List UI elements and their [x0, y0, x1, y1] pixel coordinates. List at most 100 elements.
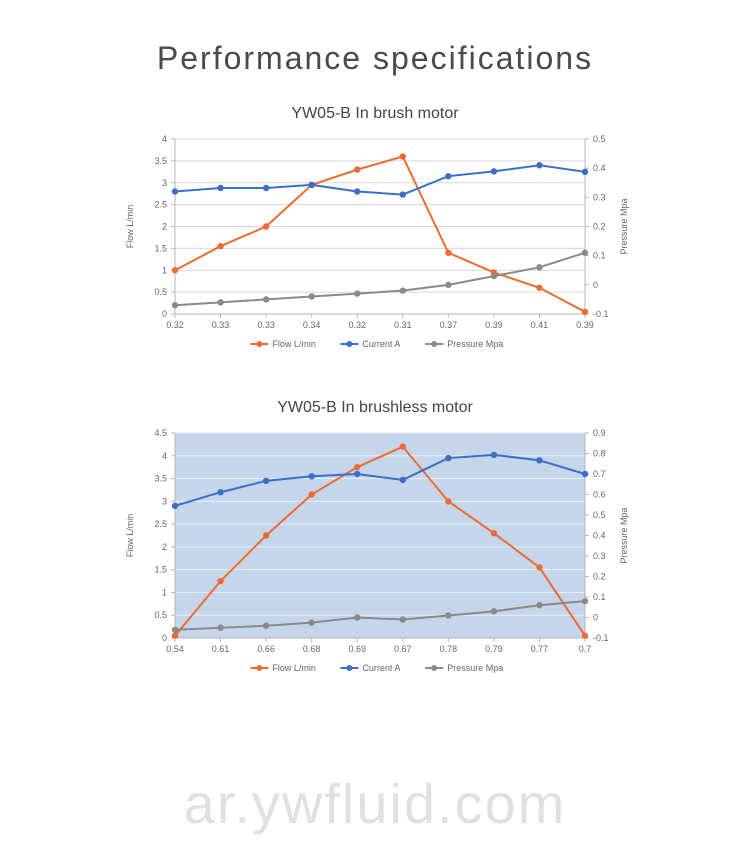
data-marker	[400, 191, 406, 197]
data-marker	[354, 614, 360, 620]
data-marker	[400, 443, 406, 449]
left-tick-label: 3.5	[154, 156, 167, 166]
right-axis-title: Pressure Mpa	[619, 198, 629, 254]
legend: Flow L/minCurrent APressure Mpa	[250, 339, 503, 349]
left-tick-label: 4.5	[154, 428, 167, 438]
data-marker	[582, 169, 588, 175]
legend-marker-dot	[346, 341, 352, 347]
right-tick-label: 0.9	[593, 428, 606, 438]
data-marker	[582, 598, 588, 604]
right-tick-label: 0.2	[593, 222, 606, 232]
data-marker	[536, 264, 542, 270]
chart-svg: 00.511.522.533.54-0.100.10.20.30.40.50.3…	[95, 129, 655, 359]
legend-marker-dot	[256, 665, 262, 671]
left-axis-title: Flow L/min	[125, 205, 135, 249]
legend-marker-dot	[431, 665, 437, 671]
left-tick-label: 0.5	[154, 610, 167, 620]
left-tick-label: 2.5	[154, 200, 167, 210]
x-tick-label: 0.78	[440, 644, 458, 654]
data-marker	[491, 608, 497, 614]
data-marker	[308, 473, 314, 479]
right-tick-label: 0.8	[593, 449, 606, 459]
data-marker	[400, 287, 406, 293]
legend-marker-dot	[346, 665, 352, 671]
left-tick-label: 3.5	[154, 474, 167, 484]
data-marker	[491, 530, 497, 536]
x-tick-label: 0.69	[348, 644, 366, 654]
left-tick-label: 2.5	[154, 519, 167, 529]
right-tick-label: 0	[593, 613, 598, 623]
right-tick-label: -0.1	[593, 309, 609, 319]
x-tick-label: 0.7	[579, 644, 592, 654]
data-marker	[582, 471, 588, 477]
data-marker	[217, 185, 223, 191]
data-marker	[217, 243, 223, 249]
data-marker	[217, 578, 223, 584]
x-tick-label: 0.68	[303, 644, 321, 654]
data-marker	[400, 153, 406, 159]
right-tick-label: 0.3	[593, 192, 606, 202]
left-tick-label: 1.5	[154, 243, 167, 253]
left-tick-label: 0.5	[154, 287, 167, 297]
right-tick-label: 0.4	[593, 531, 606, 541]
chart1-title: YW05-B In brush motor	[0, 105, 750, 123]
legend: Flow L/minCurrent APressure Mpa	[250, 663, 503, 673]
data-marker	[536, 602, 542, 608]
x-tick-label: 0.39	[485, 320, 503, 330]
left-tick-label: 0	[162, 633, 167, 643]
x-tick-label: 0.33	[212, 320, 230, 330]
data-marker	[263, 623, 269, 629]
left-tick-label: 3	[162, 496, 167, 506]
data-marker	[308, 182, 314, 188]
data-marker	[582, 250, 588, 256]
data-marker	[400, 477, 406, 483]
left-tick-label: 1	[162, 587, 167, 597]
left-tick-label: 1	[162, 265, 167, 275]
data-marker	[308, 619, 314, 625]
data-marker	[172, 302, 178, 308]
right-tick-label: 0.3	[593, 551, 606, 561]
right-tick-label: 0	[593, 280, 598, 290]
data-marker	[445, 612, 451, 618]
data-marker	[445, 498, 451, 504]
data-marker	[491, 452, 497, 458]
x-tick-label: 0.34	[303, 320, 321, 330]
chart1-container: 00.511.522.533.54-0.100.10.20.30.40.50.3…	[95, 129, 655, 359]
data-marker	[217, 489, 223, 495]
data-marker	[217, 299, 223, 305]
watermark-text: ar.ywfluid.com	[0, 771, 750, 836]
chart2-title: YW05-B In brushless motor	[0, 399, 750, 417]
data-marker	[217, 625, 223, 631]
legend-marker-dot	[256, 341, 262, 347]
legend-label: Flow L/min	[272, 339, 316, 349]
data-marker	[582, 633, 588, 639]
data-marker	[354, 166, 360, 172]
data-marker	[400, 616, 406, 622]
x-tick-label: 0.41	[531, 320, 549, 330]
data-marker	[354, 464, 360, 470]
right-tick-label: 0.6	[593, 490, 606, 500]
data-marker	[491, 168, 497, 174]
data-marker	[536, 285, 542, 291]
data-marker	[172, 188, 178, 194]
right-tick-label: 0.4	[593, 163, 606, 173]
data-marker	[354, 290, 360, 296]
right-axis-title: Pressure Mpa	[619, 507, 629, 563]
left-axis-title: Flow L/min	[125, 514, 135, 558]
x-tick-label: 0.31	[394, 320, 412, 330]
legend-label: Current A	[362, 339, 400, 349]
data-marker	[263, 223, 269, 229]
x-tick-label: 0.54	[166, 644, 184, 654]
data-marker	[263, 296, 269, 302]
x-tick-label: 0.67	[394, 644, 412, 654]
x-tick-label: 0.61	[212, 644, 230, 654]
data-marker	[172, 267, 178, 273]
chart2-container: 00.511.522.533.544.5-0.100.10.20.30.40.5…	[95, 423, 655, 683]
data-marker	[582, 309, 588, 315]
data-marker	[536, 162, 542, 168]
left-tick-label: 4	[162, 134, 167, 144]
legend-label: Current A	[362, 663, 400, 673]
x-tick-label: 0.66	[257, 644, 275, 654]
data-marker	[354, 188, 360, 194]
legend-label: Flow L/min	[272, 663, 316, 673]
